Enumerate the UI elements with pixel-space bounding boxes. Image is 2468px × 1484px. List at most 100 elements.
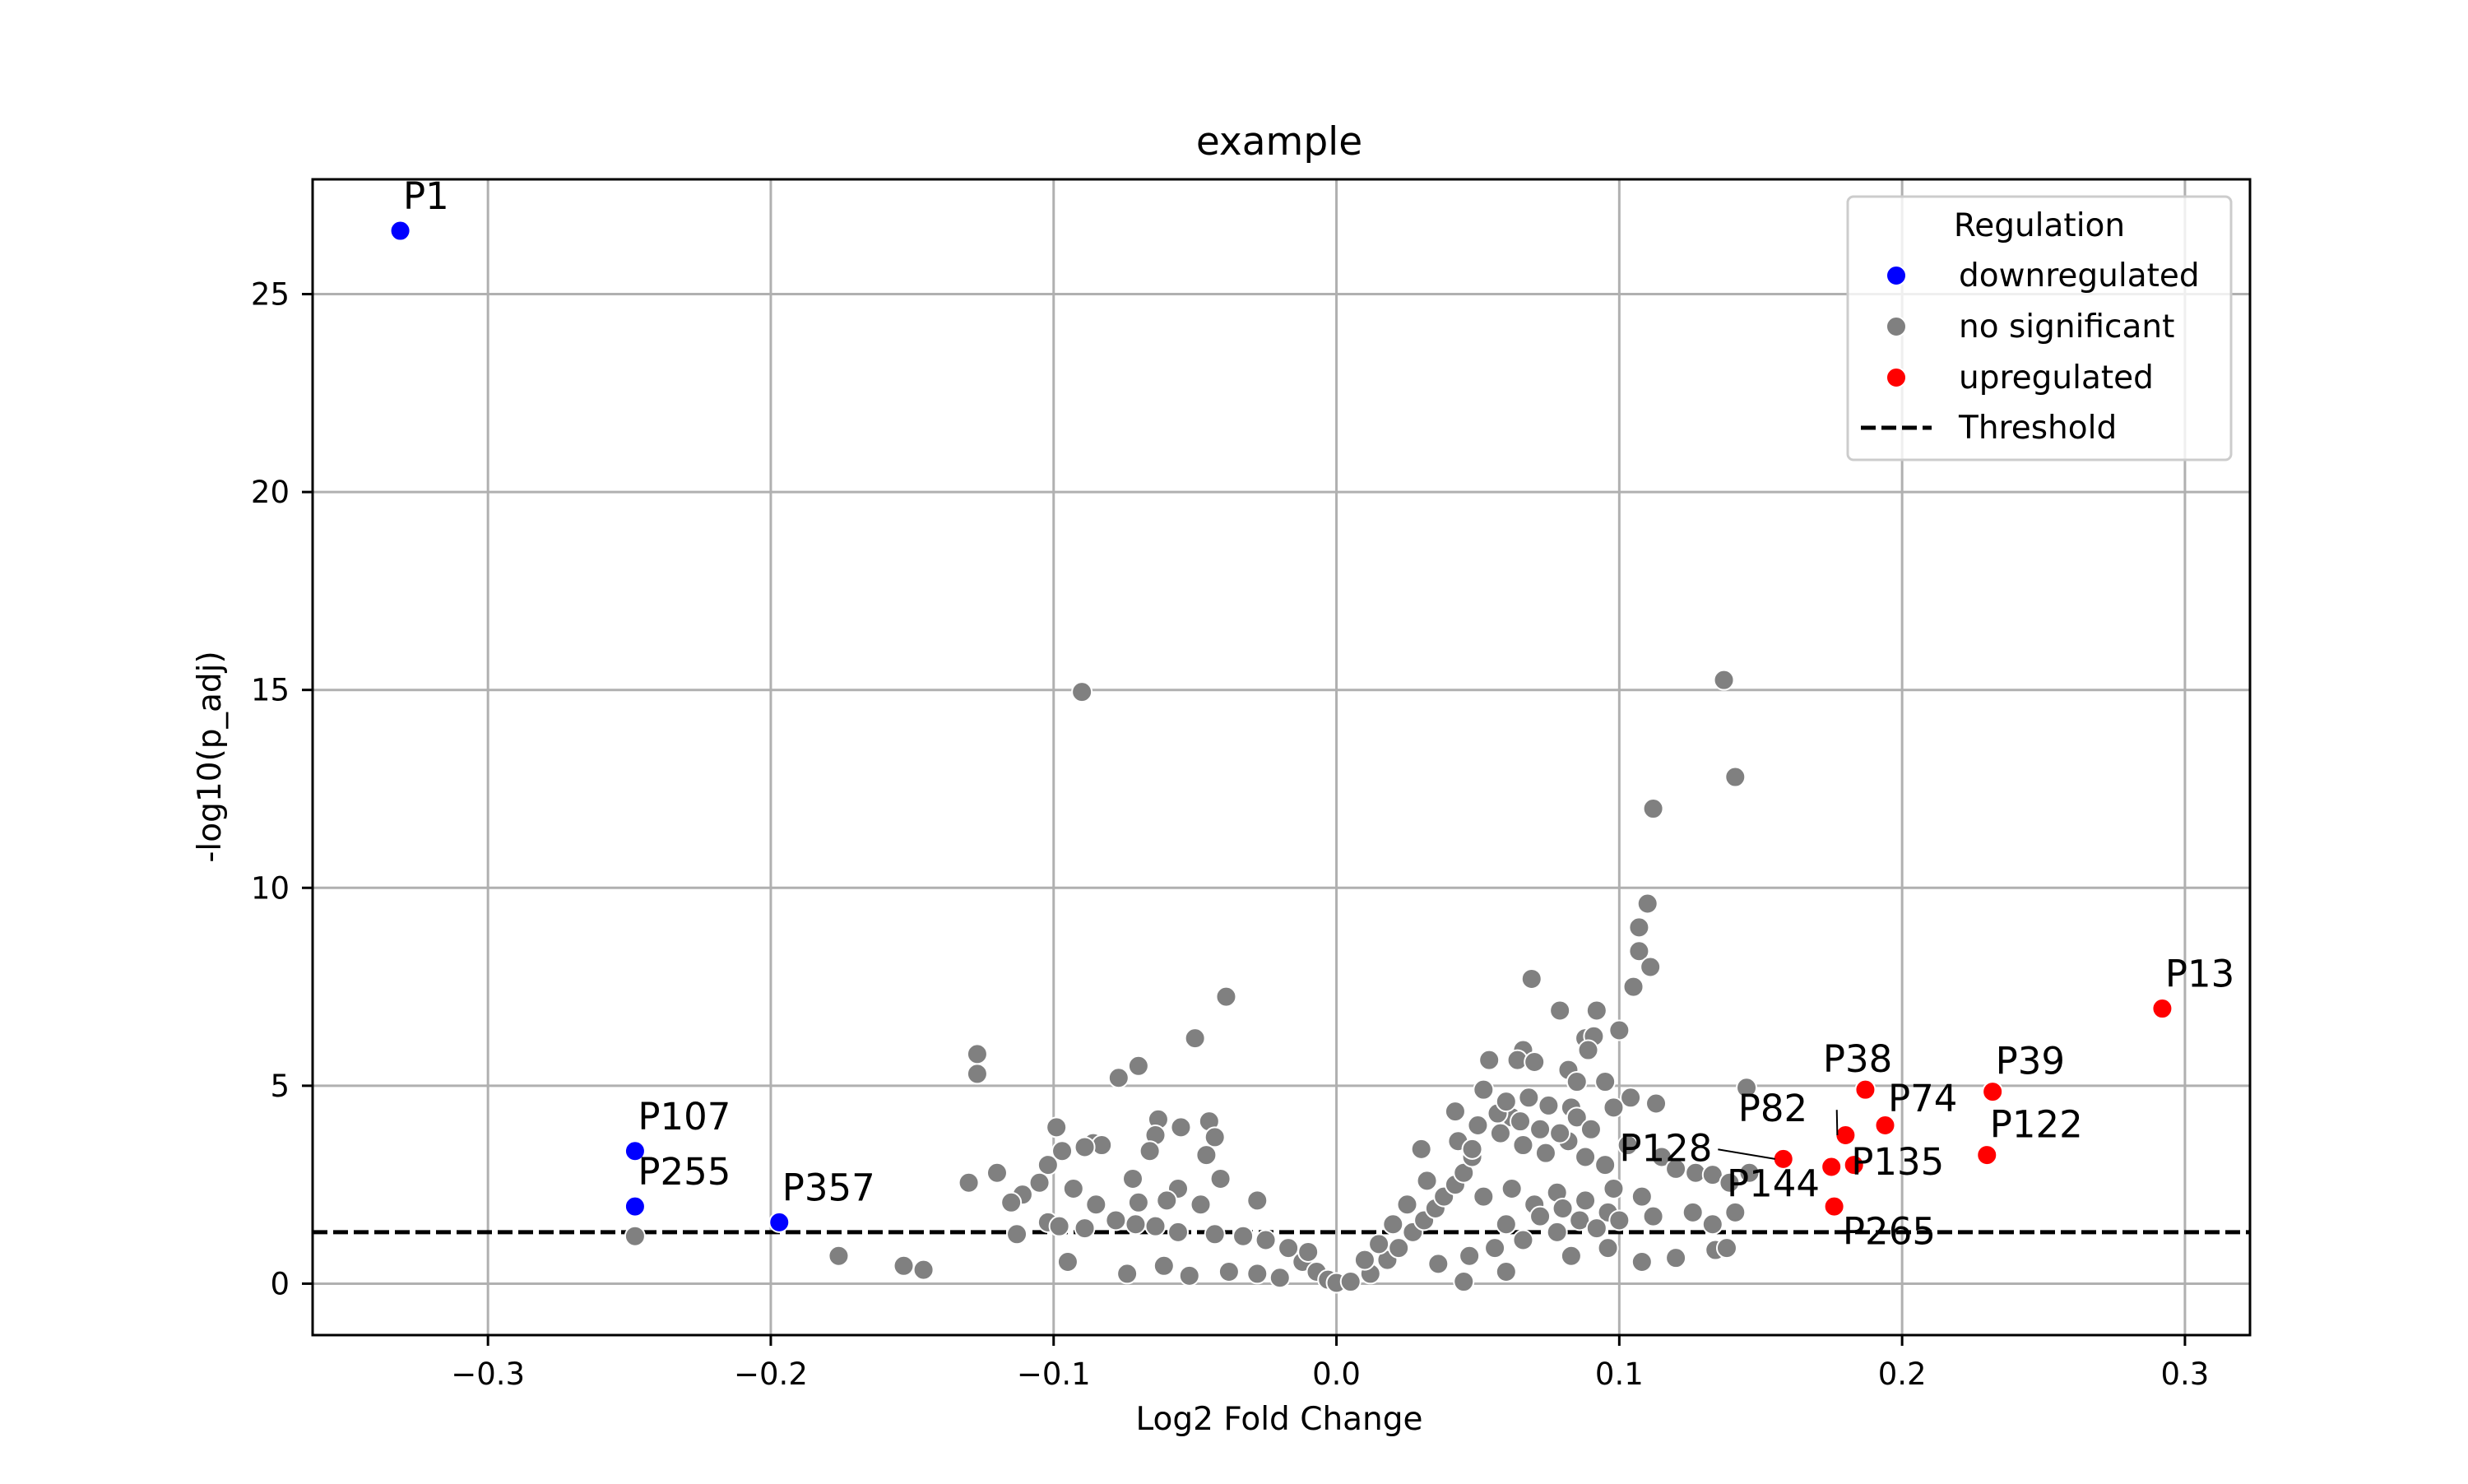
- x-tick-label: 0.3: [2161, 1356, 2210, 1392]
- point-label: P39: [1996, 1039, 2065, 1083]
- data-points: [389, 220, 2173, 1294]
- point-no-significant: [1566, 1071, 1588, 1093]
- point-no-significant: [1580, 1118, 1602, 1140]
- x-tick-label: 0.1: [1595, 1356, 1644, 1392]
- legend: Regulation downregulated no significant …: [1846, 195, 2233, 461]
- point-upregulated: [1982, 1081, 2004, 1103]
- point-no-significant: [1246, 1190, 1269, 1212]
- point-no-significant: [1139, 1140, 1161, 1162]
- point-no-significant: [966, 1063, 988, 1085]
- point-no-significant: [1006, 1223, 1028, 1245]
- point-upregulated: [1874, 1114, 1896, 1136]
- point-no-significant: [986, 1162, 1008, 1184]
- point-no-significant: [1184, 1027, 1206, 1050]
- point-upregulated: [1843, 1154, 1865, 1176]
- point-no-significant: [966, 1043, 988, 1065]
- point-no-significant: [1246, 1263, 1269, 1285]
- point-no-significant: [1594, 1154, 1617, 1176]
- point-no-significant: [1645, 1092, 1668, 1115]
- plot-frame: [311, 178, 2252, 1337]
- point-no-significant: [1190, 1194, 1212, 1216]
- point-no-significant: [1512, 1229, 1534, 1251]
- point-no-significant: [1144, 1215, 1167, 1237]
- point-no-significant: [1459, 1245, 1481, 1267]
- point-no-significant: [1178, 1264, 1200, 1287]
- legend-box: [1846, 195, 2233, 461]
- x-axis-label: Log2 Fold Change: [1135, 1401, 1422, 1438]
- point-no-significant: [1125, 1213, 1147, 1236]
- point-no-significant: [1736, 1077, 1758, 1099]
- point-label: P82: [1738, 1087, 1807, 1130]
- point-no-significant: [958, 1171, 980, 1194]
- point-upregulated: [1823, 1195, 1845, 1217]
- point-no-significant: [1538, 1094, 1560, 1116]
- point-label: P1: [403, 174, 449, 218]
- x-tick-label: 0.2: [1878, 1356, 1927, 1392]
- point-no-significant: [1585, 999, 1607, 1022]
- point-no-significant: [1085, 1194, 1107, 1216]
- point-no-significant: [1218, 1261, 1240, 1283]
- point-no-significant: [1636, 893, 1658, 915]
- point-no-significant: [1116, 1263, 1139, 1285]
- point-no-significant: [1071, 681, 1093, 703]
- point-downregulated: [768, 1211, 791, 1233]
- point-no-significant: [1170, 1116, 1192, 1139]
- point-no-significant: [1724, 766, 1747, 788]
- point-no-significant: [1719, 1171, 1741, 1194]
- point-no-significant: [1585, 1217, 1607, 1240]
- point-no-significant: [1631, 1250, 1653, 1273]
- legend-marker-downregulated: [1886, 265, 1907, 286]
- point-upregulated: [1976, 1144, 1998, 1166]
- point-no-significant: [1388, 1237, 1410, 1259]
- point-no-significant: [1473, 1185, 1495, 1208]
- point-no-significant: [1204, 1223, 1226, 1245]
- point-no-significant: [1620, 1087, 1642, 1109]
- point-no-significant: [1416, 1170, 1438, 1192]
- point-no-significant: [1628, 940, 1650, 962]
- point-no-significant: [1156, 1190, 1178, 1212]
- y-tick-label: 15: [251, 673, 290, 708]
- x-axis-ticks: −0.3 −0.2 −0.1 0.0 0.1 0.2 0.3: [451, 1335, 2209, 1392]
- point-no-significant: [1048, 1215, 1070, 1237]
- point-no-significant: [1628, 916, 1650, 939]
- point-no-significant: [1000, 1191, 1023, 1213]
- point-no-significant: [1603, 1177, 1625, 1199]
- point-no-significant: [1105, 1209, 1127, 1231]
- point-label: P107: [638, 1095, 731, 1139]
- point-no-significant: [1529, 1205, 1552, 1227]
- point-label: P122: [1990, 1102, 2083, 1146]
- point-no-significant: [1608, 1209, 1631, 1231]
- point-upregulated: [1854, 1078, 1877, 1101]
- point-no-significant: [1577, 1039, 1599, 1061]
- point-no-significant: [1495, 1261, 1517, 1283]
- point-no-significant: [1339, 1271, 1362, 1293]
- point-no-significant: [1037, 1154, 1059, 1176]
- point-no-significant: [1107, 1067, 1130, 1089]
- point-no-significant: [1495, 1091, 1517, 1113]
- point-no-significant: [1062, 1177, 1084, 1199]
- legend-label-downregulated: downregulated: [1959, 257, 2200, 294]
- point-no-significant: [1640, 956, 1662, 978]
- point-no-significant: [912, 1259, 935, 1281]
- point-no-significant: [1738, 1162, 1761, 1184]
- point-downregulated: [624, 1195, 646, 1217]
- point-no-significant: [1713, 669, 1735, 691]
- annotation-leader-line: [1718, 1148, 1775, 1160]
- x-tick-label: −0.1: [1017, 1356, 1091, 1392]
- point-no-significant: [1074, 1136, 1096, 1158]
- point-no-significant: [1396, 1194, 1418, 1216]
- point-no-significant: [1074, 1217, 1096, 1240]
- point-no-significant: [1269, 1267, 1291, 1289]
- point-no-significant: [1552, 1198, 1574, 1220]
- point-no-significant: [1056, 1250, 1079, 1273]
- point-no-significant: [1650, 1146, 1672, 1168]
- y-axis-ticks: 0 5 10 15 20 25: [251, 277, 313, 1301]
- point-no-significant: [1255, 1229, 1277, 1251]
- point-no-significant: [1642, 1205, 1664, 1227]
- y-tick-label: 0: [270, 1266, 290, 1301]
- legend-title: Regulation: [1954, 207, 2125, 244]
- point-no-significant: [1495, 1213, 1517, 1236]
- y-tick-label: 25: [251, 277, 290, 313]
